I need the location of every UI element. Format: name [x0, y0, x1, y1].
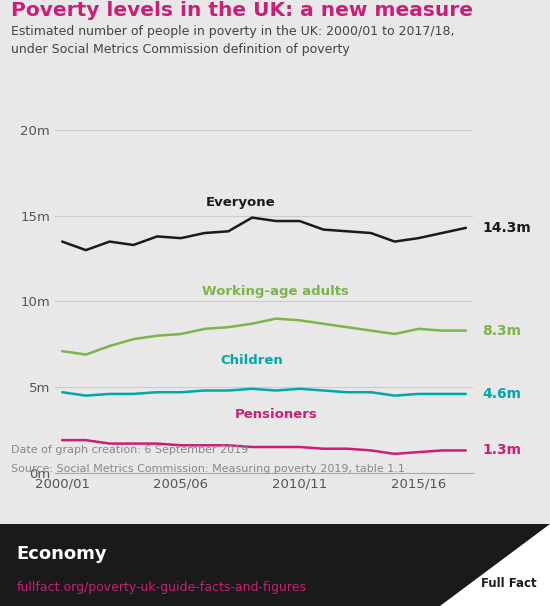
Text: 1.3m: 1.3m — [482, 444, 521, 458]
Text: Everyone: Everyone — [206, 196, 275, 209]
Text: Estimated number of people in poverty in the UK: 2000/01 to 2017/18,
under Socia: Estimated number of people in poverty in… — [11, 25, 454, 56]
Text: 4.6m: 4.6m — [482, 387, 521, 401]
Text: Working-age adults: Working-age adults — [202, 285, 349, 298]
Text: fullfact.org/poverty-uk-guide-facts-and-figures: fullfact.org/poverty-uk-guide-facts-and-… — [16, 582, 306, 594]
Text: 8.3m: 8.3m — [482, 324, 521, 338]
Text: Pensioners: Pensioners — [234, 408, 317, 421]
Text: Economy: Economy — [16, 545, 107, 562]
Text: 14.3m: 14.3m — [482, 221, 531, 235]
Polygon shape — [440, 524, 550, 606]
Text: Children: Children — [221, 355, 283, 367]
Text: Full Fact: Full Fact — [481, 576, 537, 590]
Text: Date of graph creation: 6 September 2019: Date of graph creation: 6 September 2019 — [11, 445, 248, 456]
Text: Poverty levels in the UK: a new measure: Poverty levels in the UK: a new measure — [11, 1, 473, 20]
Text: Source: Social Metrics Commission: Measuring poverty 2019, table 1.1: Source: Social Metrics Commission: Measu… — [11, 464, 405, 474]
